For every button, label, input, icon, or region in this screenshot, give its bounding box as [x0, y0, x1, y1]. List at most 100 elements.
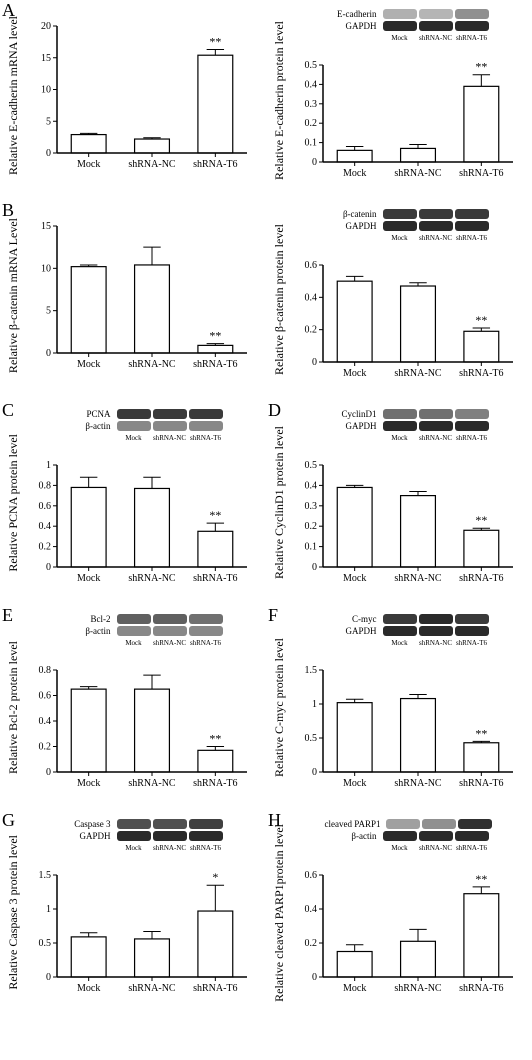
bar	[401, 699, 436, 772]
blot-bands	[117, 614, 223, 624]
western-blot: E-cadherinGAPDHMockshRNA-NCshRNA-T6	[289, 8, 528, 43]
blot-lane-label: Mock	[117, 434, 151, 442]
panel-H: HRelative cleaved PARP1protein levelclea…	[266, 810, 532, 1015]
bar-chart: 00.20.40.60.8MockshRNA-NC**shRNA-T6	[23, 652, 253, 802]
ytick-label: 0	[312, 767, 317, 778]
panel-label: G	[2, 810, 15, 831]
blot-band	[419, 209, 453, 219]
xtick-label: shRNA-NC	[394, 168, 442, 179]
blot-lane-label: shRNA-T6	[455, 434, 489, 442]
blot-band	[383, 421, 417, 431]
panel-C: CRelative PCNA protein levelPCNAβ-actinM…	[0, 400, 266, 605]
blot-lane-label: Mock	[117, 844, 151, 852]
western-blot: PCNAβ-actinMockshRNA-NCshRNA-T6	[23, 408, 262, 443]
blot-band	[189, 421, 223, 431]
blot-bands	[383, 409, 489, 419]
ytick-label: 0.1	[305, 138, 318, 149]
ytick-label: 0	[46, 348, 51, 359]
xtick-label: Mock	[77, 573, 100, 584]
ytick-label: 0	[46, 767, 51, 778]
blot-row: PCNA	[63, 409, 223, 419]
y-axis-label: Relative β-catenin mRNA Level	[4, 218, 23, 373]
blot-band	[189, 409, 223, 419]
bar-chart: 00.10.20.30.40.5MockshRNA-NC**shRNA-T6	[289, 47, 519, 192]
bar	[198, 911, 233, 977]
blot-lane-label: shRNA-NC	[153, 639, 187, 647]
ytick-label: 0.6	[305, 260, 318, 271]
blot-bands	[383, 614, 489, 624]
blot-band	[117, 819, 151, 829]
bar-chart: 00.20.40.6MockshRNA-NC**shRNA-T6	[289, 247, 519, 392]
blot-row: GAPDH	[63, 831, 223, 841]
xtick-label: Mock	[343, 168, 366, 179]
xtick-label: Mock	[77, 159, 100, 170]
ytick-label: 0.5	[305, 733, 318, 744]
blot-lane-label: shRNA-T6	[455, 34, 489, 42]
blot-band	[153, 409, 187, 419]
bar	[337, 487, 372, 567]
chart-wrap: Relative E-cadherin mRNA level05101520Mo…	[4, 8, 262, 183]
blot-lane-label: Mock	[383, 434, 417, 442]
xtick-label: shRNA-T6	[459, 368, 503, 379]
plot-box: E-cadherinGAPDHMockshRNA-NCshRNA-T600.10…	[289, 8, 528, 192]
xtick-label: shRNA-T6	[193, 573, 237, 584]
bar	[135, 939, 170, 977]
blot-band	[455, 421, 489, 431]
blot-lane-label: shRNA-T6	[189, 434, 223, 442]
bar	[464, 530, 499, 567]
plot-box: C-mycGAPDHMockshRNA-NCshRNA-T600.511.5Mo…	[289, 613, 528, 802]
blot-band	[383, 831, 417, 841]
panel-B-left: BRelative β-catenin mRNA Level051015Mock…	[0, 200, 266, 400]
blot-label: β-catenin	[329, 209, 377, 219]
blot-band	[117, 614, 151, 624]
ytick-label: 0.1	[305, 542, 318, 553]
panel-label: C	[2, 400, 14, 421]
ytick-label: 0.4	[39, 716, 52, 727]
blot-band	[153, 421, 187, 431]
blot-lane-label: shRNA-T6	[455, 844, 489, 852]
bar-chart: 00.511.5MockshRNA-NC**shRNA-T6	[289, 652, 519, 802]
bar	[337, 150, 372, 162]
ytick-label: 10	[41, 263, 51, 274]
y-axis-label: Relative PCNA protein level	[4, 434, 23, 572]
y-axis-label: Relative C-myc protein level	[270, 638, 289, 777]
blot-row: β-catenin	[329, 209, 489, 219]
bar	[71, 487, 106, 567]
chart-wrap: Relative C-myc protein levelC-mycGAPDHMo…	[270, 613, 528, 802]
chart-wrap: Relative PCNA protein levelPCNAβ-actinMo…	[4, 408, 262, 597]
xtick-label: shRNA-T6	[193, 359, 237, 370]
blot-bands	[117, 819, 223, 829]
xtick-label: shRNA-T6	[193, 159, 237, 170]
blot-band	[419, 21, 453, 31]
ytick-label: 15	[41, 53, 51, 64]
bar	[135, 488, 170, 567]
y-axis-label: Relative cleaved PARP1protein level	[270, 824, 289, 1002]
bar-chart: 00.20.40.6MockshRNA-NC**shRNA-T6	[289, 857, 519, 1007]
bar	[198, 750, 233, 772]
blot-band	[383, 614, 417, 624]
plot-box: PCNAβ-actinMockshRNA-NCshRNA-T600.20.40.…	[23, 408, 262, 597]
ytick-label: 0.8	[39, 480, 52, 491]
blot-lane-label: Mock	[383, 234, 417, 242]
ytick-label: 0.5	[305, 60, 318, 71]
ytick-label: 0.4	[305, 79, 318, 90]
figure-container: ARelative E-cadherin mRNA level05101520M…	[0, 0, 532, 1015]
western-blot: β-cateninGAPDHMockshRNA-NCshRNA-T6	[289, 208, 528, 243]
blot-band	[383, 9, 417, 19]
significance-marker: **	[475, 726, 487, 740]
plot-box: 051015MockshRNA-NC**shRNA-T6	[23, 208, 262, 383]
xtick-label: shRNA-T6	[459, 573, 503, 584]
y-axis-label: Relative CyclinD1 protein level	[270, 426, 289, 579]
ytick-label: 0	[46, 148, 51, 159]
xtick-label: shRNA-NC	[128, 159, 176, 170]
bar	[401, 496, 436, 567]
significance-marker: **	[475, 60, 487, 74]
blot-band	[419, 421, 453, 431]
blot-row: β-actin	[63, 626, 223, 636]
xtick-label: shRNA-NC	[128, 983, 176, 994]
blot-band	[455, 409, 489, 419]
panel-label: D	[268, 400, 281, 421]
blot-band	[422, 819, 456, 829]
bar	[135, 265, 170, 353]
blot-lane-label: shRNA-NC	[419, 844, 453, 852]
